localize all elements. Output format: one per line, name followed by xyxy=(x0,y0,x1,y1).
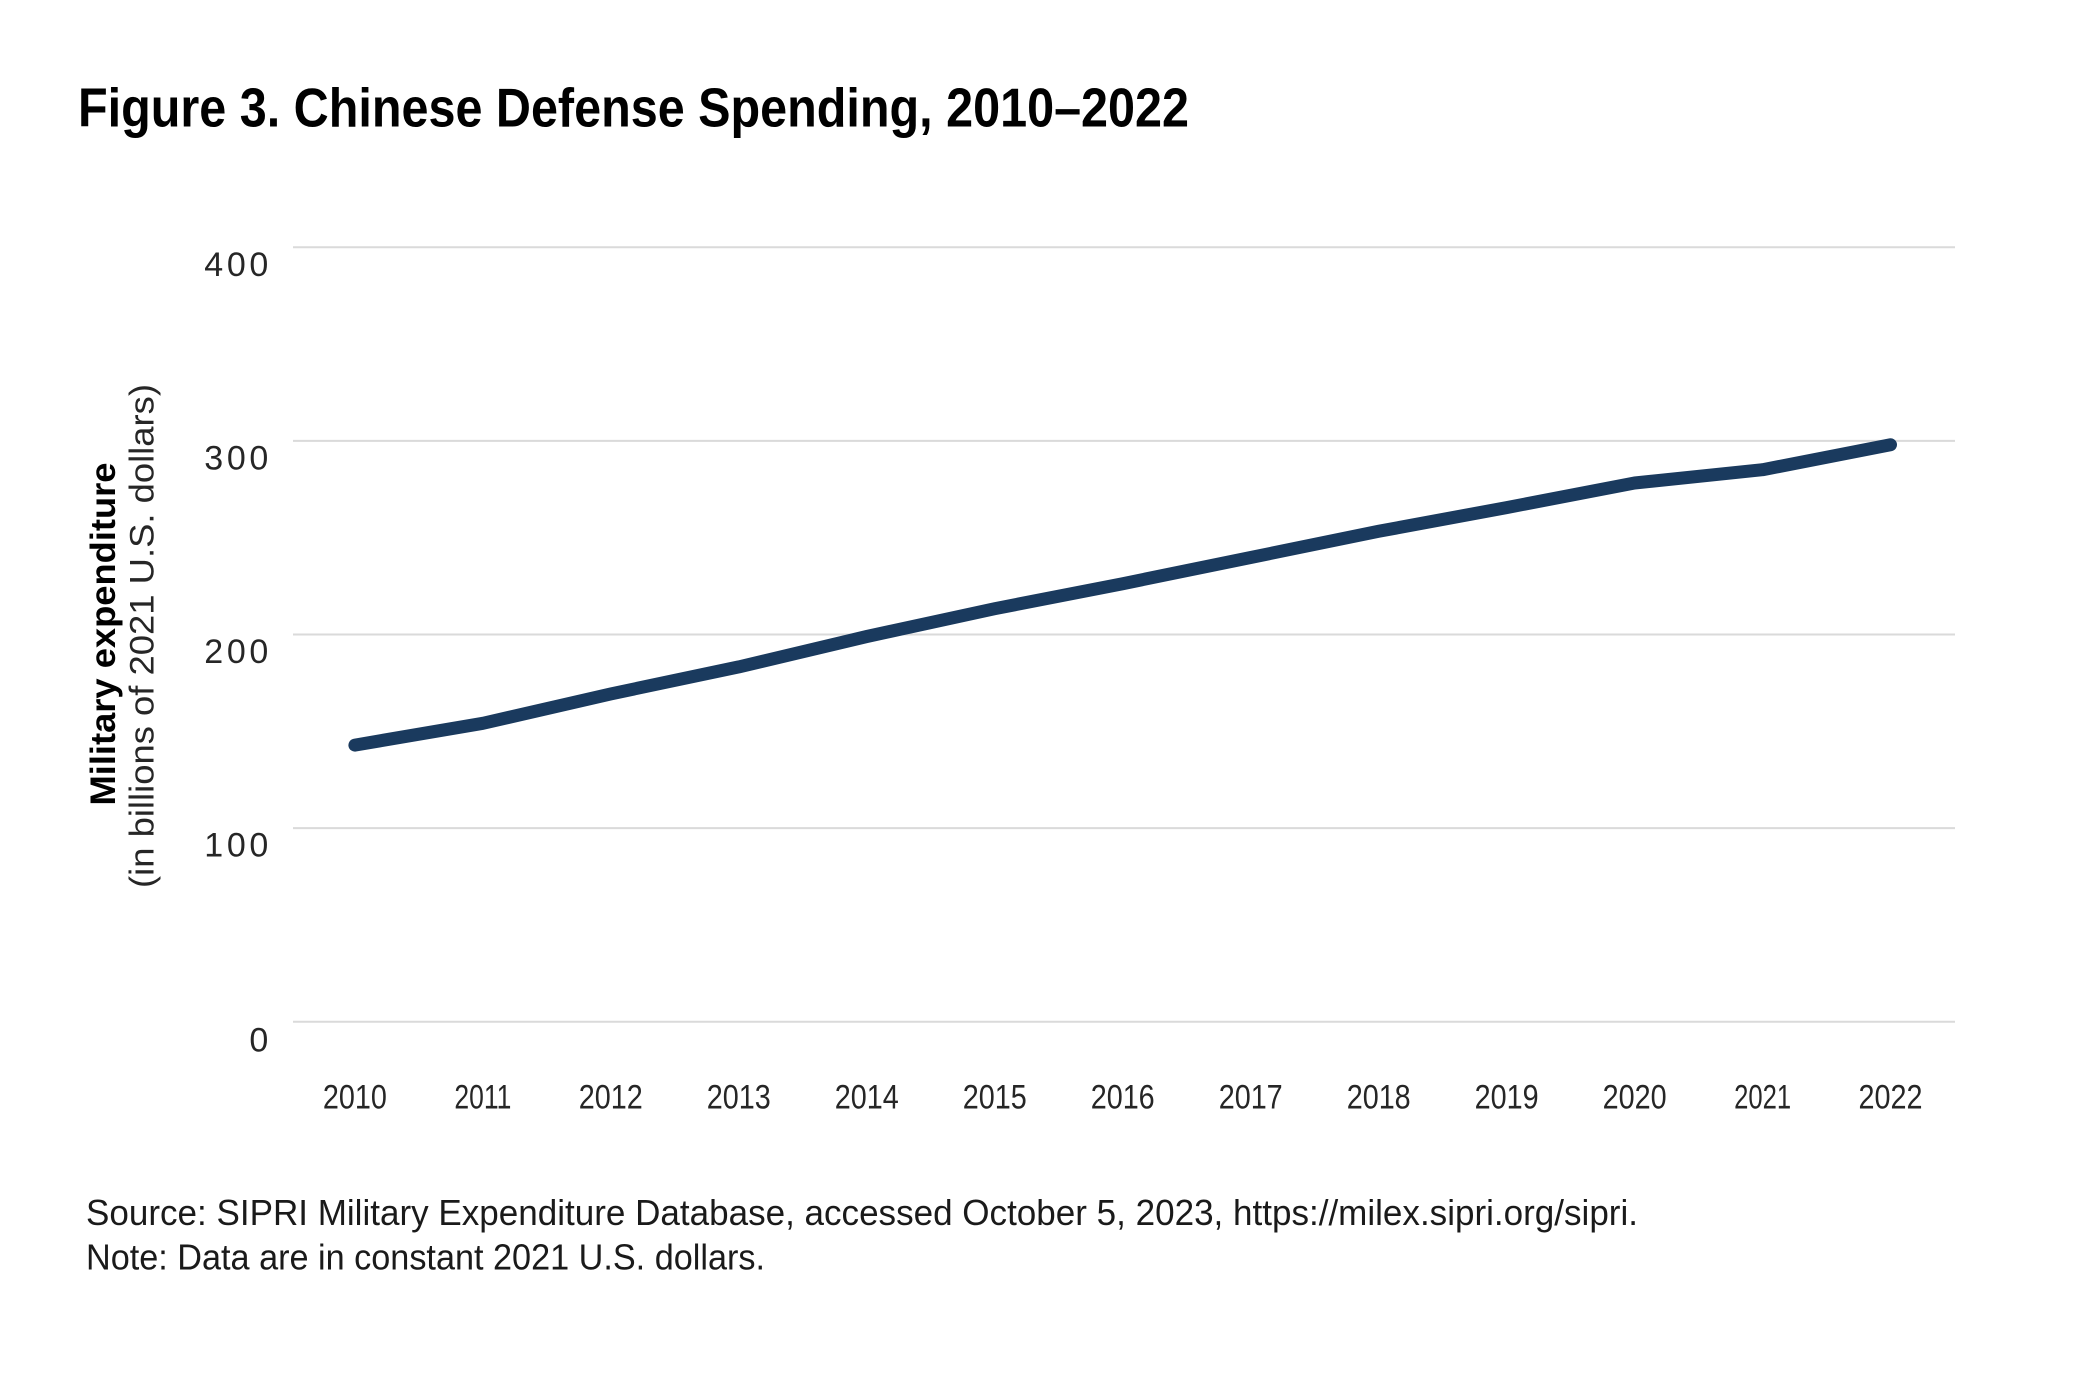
svg-text:2018: 2018 xyxy=(1347,1078,1411,1116)
svg-text:300: 300 xyxy=(204,439,268,477)
svg-text:2012: 2012 xyxy=(579,1078,643,1116)
svg-text:Military expenditure: Military expenditure xyxy=(84,463,123,806)
svg-text:Note: Data are in constant 202: Note: Data are in constant 2021 U.S. dol… xyxy=(86,1237,765,1278)
svg-text:0: 0 xyxy=(249,1022,268,1060)
svg-text:2011: 2011 xyxy=(454,1078,511,1116)
svg-text:Source: SIPRI Military Expendi: Source: SIPRI Military Expenditure Datab… xyxy=(86,1192,1638,1233)
svg-text:2013: 2013 xyxy=(707,1078,771,1116)
svg-text:2015: 2015 xyxy=(963,1078,1027,1116)
svg-text:2016: 2016 xyxy=(1091,1078,1155,1116)
svg-text:2021: 2021 xyxy=(1734,1078,1791,1116)
svg-text:Figure 3. Chinese Defense Spen: Figure 3. Chinese Defense Spending, 2010… xyxy=(78,77,1189,139)
svg-text:2019: 2019 xyxy=(1475,1078,1539,1116)
svg-text:(in billions of 2021 U.S. doll: (in billions of 2021 U.S. dollars) xyxy=(124,384,162,888)
svg-text:2017: 2017 xyxy=(1219,1078,1283,1116)
svg-text:2014: 2014 xyxy=(835,1078,899,1116)
svg-text:2022: 2022 xyxy=(1859,1078,1923,1116)
svg-text:2020: 2020 xyxy=(1603,1078,1667,1116)
svg-text:2010: 2010 xyxy=(323,1078,387,1116)
svg-text:100: 100 xyxy=(204,827,268,865)
svg-text:400: 400 xyxy=(204,246,268,284)
svg-text:200: 200 xyxy=(204,633,268,671)
